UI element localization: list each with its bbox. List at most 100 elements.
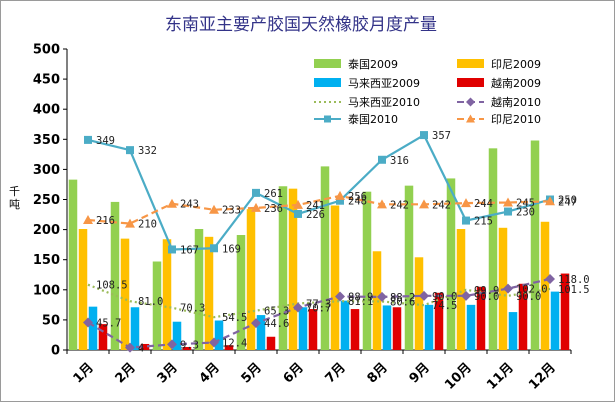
x-tick-label: 10月 [442, 360, 475, 393]
bar [204, 236, 214, 350]
legend-swatch [314, 59, 341, 68]
point-marker [335, 291, 345, 302]
y-tick-label: 150 [33, 253, 60, 268]
data-label: 245 [516, 198, 535, 210]
bar [362, 191, 372, 350]
bar [340, 300, 350, 350]
legend-label: 越南2009 [491, 76, 541, 90]
bar [140, 343, 150, 350]
point-marker [293, 302, 303, 313]
data-label: 215 [474, 216, 493, 228]
x-tick-label: 8月 [365, 360, 391, 386]
bar [308, 309, 318, 350]
x-tick-label: 4月 [197, 360, 223, 386]
point-marker [125, 342, 135, 353]
point-marker [252, 188, 260, 197]
data-label: 332 [138, 145, 157, 157]
point-marker [377, 199, 387, 209]
point-marker [294, 209, 302, 218]
data-label: 102.0 [516, 284, 548, 296]
y-tick-label: 100 [33, 283, 60, 298]
bar [246, 209, 256, 350]
data-label: 77.3 [306, 298, 331, 310]
data-label: 70.7 [306, 302, 331, 314]
data-label: 9.3 [180, 339, 199, 351]
bar [350, 309, 360, 350]
bar [382, 305, 392, 350]
data-label: 256 [348, 191, 367, 203]
y-axis-title-char: 千 [9, 185, 20, 198]
point-marker [503, 197, 513, 207]
point-marker [210, 244, 218, 253]
x-tick-label: 9月 [407, 360, 433, 386]
bar [446, 178, 456, 350]
point-marker [168, 245, 176, 254]
data-label: 242 [390, 199, 409, 211]
point-marker [251, 318, 261, 329]
bar [508, 312, 518, 350]
x-tick-label: 7月 [323, 360, 349, 386]
point-marker [83, 214, 93, 224]
bar [110, 201, 120, 350]
bar [88, 306, 98, 350]
bar [476, 286, 486, 350]
y-tick-label: 400 [33, 103, 60, 118]
series-line [87, 133, 551, 251]
data-label: 210 [138, 219, 157, 231]
data-label: 242 [432, 199, 451, 211]
data-label: 118.0 [558, 274, 590, 286]
bar [162, 239, 172, 350]
point-marker [336, 196, 344, 205]
series-line [87, 194, 551, 225]
data-label: 236 [264, 203, 283, 215]
data-label: 316 [390, 155, 409, 167]
bar [488, 148, 498, 350]
data-label: 233 [222, 205, 241, 217]
series-line [87, 277, 551, 349]
data-label: 108.5 [96, 280, 128, 292]
legend-label: 马来西亚2010 [348, 96, 420, 109]
point-marker [419, 199, 429, 209]
bar [182, 346, 192, 350]
x-tick-label: 11月 [484, 360, 517, 393]
bar [78, 228, 88, 350]
bar [550, 291, 560, 350]
point-marker [545, 273, 555, 284]
point-marker [83, 317, 93, 328]
point-marker [503, 283, 513, 294]
legend-swatch [457, 78, 484, 87]
data-label: 81.1 [348, 296, 373, 308]
data-label: 90.0 [474, 291, 499, 303]
point-marker [84, 135, 92, 144]
data-label: 90.0 [432, 291, 457, 303]
bar [68, 179, 78, 350]
data-label: 45.7 [96, 317, 121, 329]
bar [330, 205, 340, 350]
data-label: 261 [264, 188, 283, 200]
data-label: 250 [558, 195, 577, 207]
data-label: 99.9 [474, 285, 499, 297]
point-marker [209, 337, 219, 348]
x-tick-label: 2月 [113, 360, 139, 386]
x-tick-label: 6月 [281, 360, 307, 386]
y-tick-label: 50 [42, 313, 60, 328]
data-label: 243 [180, 199, 199, 211]
y-tick-label: 0 [51, 344, 60, 359]
legend-label: 泰国2010 [348, 112, 398, 126]
bar [152, 261, 162, 350]
legend-marker [324, 115, 331, 123]
bar [266, 336, 276, 350]
data-label: 90.0 [516, 291, 541, 303]
data-label: 81.0 [138, 296, 163, 308]
bar [236, 235, 246, 350]
chart-title: 东南亚主要产胶国天然橡胶月度产量 [165, 15, 437, 35]
y-tick-label: 500 [33, 43, 60, 58]
data-label: 244 [474, 198, 493, 210]
x-tick-label: 5月 [239, 360, 265, 386]
x-tick-label: 12月 [526, 360, 559, 393]
point-marker [420, 131, 428, 140]
bar [120, 238, 130, 350]
data-label: 248 [348, 196, 367, 208]
point-marker [419, 290, 429, 301]
